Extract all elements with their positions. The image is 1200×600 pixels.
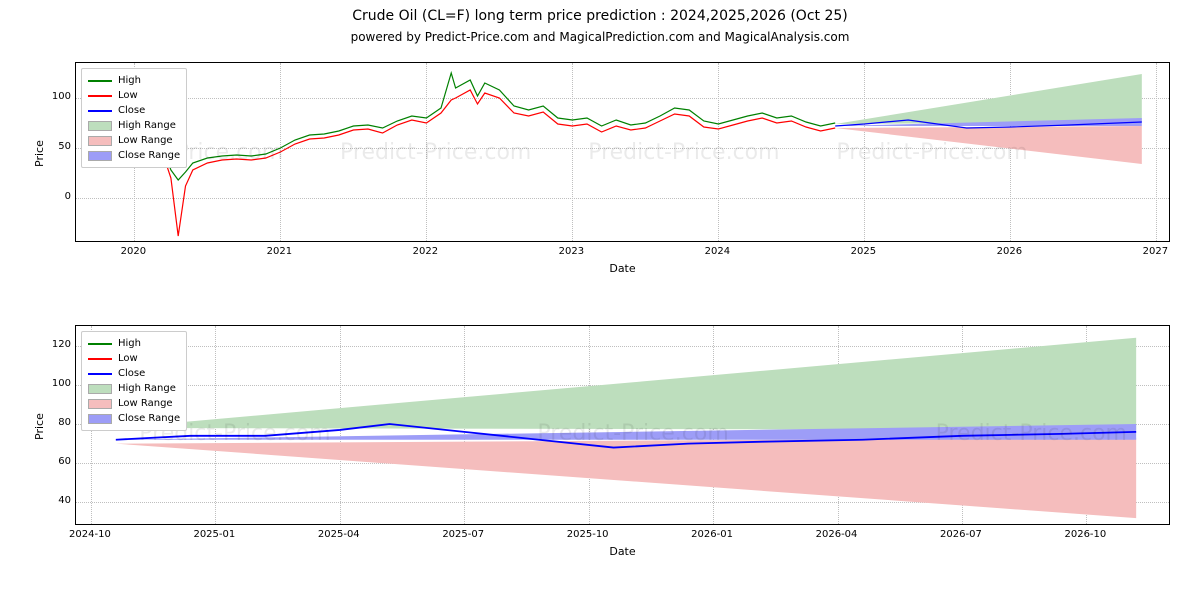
top-x-axis-label: Date	[75, 262, 1170, 275]
x-tick-label: 2025-01	[193, 529, 235, 540]
legend-swatch-line	[88, 343, 112, 345]
legend-label: Low Range	[118, 398, 173, 409]
legend-label: Low Range	[118, 135, 173, 146]
chart-title: Crude Oil (CL=F) long term price predict…	[0, 8, 1200, 24]
legend-label: High Range	[118, 383, 176, 394]
legend: High Low Close High Range Low Range Close Ran…	[81, 331, 187, 431]
legend-label: High Range	[118, 120, 176, 131]
legend-label: Low	[118, 353, 138, 364]
high-range-fill	[835, 74, 1142, 124]
legend-swatch-patch	[88, 136, 112, 146]
x-tick-label: 2022	[413, 246, 438, 257]
x-tick-label: 2020	[121, 246, 146, 257]
legend-swatch-line	[88, 95, 112, 97]
low-line	[91, 90, 836, 236]
legend-item: Close	[88, 366, 180, 381]
legend-swatch-patch	[88, 414, 112, 424]
x-tick-label: 2026	[997, 246, 1022, 257]
legend-swatch-line	[88, 80, 112, 82]
y-tick-label: 100	[43, 91, 71, 102]
legend: High Low Close High Range Low Range Close Ran…	[81, 68, 187, 168]
high-range-fill	[116, 338, 1136, 430]
legend-label: High	[118, 75, 141, 86]
x-tick-label: 2025-10	[567, 529, 609, 540]
x-tick-label: 2026-07	[940, 529, 982, 540]
y-tick-label: 80	[43, 417, 71, 428]
legend-label: Close	[118, 368, 145, 379]
legend-item: Low	[88, 351, 180, 366]
x-tick-label: 2024-10	[69, 529, 111, 540]
chart-subtitle: powered by Predict-Price.com and Magical…	[0, 30, 1200, 44]
bottom-chart-panel	[75, 325, 1170, 525]
x-tick-label: 2026-10	[1064, 529, 1106, 540]
x-tick-label: 2025	[851, 246, 876, 257]
y-tick-label: 0	[43, 191, 71, 202]
legend-label: Low	[118, 90, 138, 101]
y-tick-label: 120	[43, 339, 71, 350]
y-tick-label: 60	[43, 456, 71, 467]
legend-item: High	[88, 336, 180, 351]
legend-item: Low	[88, 88, 180, 103]
x-tick-label: 2026-01	[691, 529, 733, 540]
x-tick-label: 2023	[559, 246, 584, 257]
chart-svg	[76, 63, 1171, 243]
legend-swatch-patch	[88, 121, 112, 131]
legend-swatch-patch	[88, 151, 112, 161]
legend-item: Close	[88, 103, 180, 118]
y-tick-label: 50	[43, 141, 71, 152]
legend-item: Close Range	[88, 411, 180, 426]
high-line	[91, 73, 836, 180]
chart-svg	[76, 326, 1171, 526]
legend-item: High Range	[88, 118, 180, 133]
legend-label: Close Range	[118, 150, 180, 161]
x-tick-label: 2027	[1143, 246, 1168, 257]
x-tick-label: 2026-04	[816, 529, 858, 540]
legend-item: High Range	[88, 381, 180, 396]
legend-swatch-patch	[88, 384, 112, 394]
low-range-fill	[835, 126, 1142, 164]
x-tick-label: 2024	[705, 246, 730, 257]
x-tick-label: 2021	[267, 246, 292, 257]
legend-label: Close	[118, 105, 145, 116]
x-tick-label: 2025-07	[442, 529, 484, 540]
legend-label: Close Range	[118, 413, 180, 424]
legend-label: High	[118, 338, 141, 349]
legend-item: Low Range	[88, 133, 180, 148]
legend-item: Close Range	[88, 148, 180, 163]
x-tick-label: 2025-04	[318, 529, 360, 540]
legend-item: High	[88, 73, 180, 88]
y-tick-label: 100	[43, 378, 71, 389]
low-range-fill	[116, 438, 1136, 518]
top-chart-panel	[75, 62, 1170, 242]
y-tick-label: 40	[43, 495, 71, 506]
bottom-x-axis-label: Date	[75, 545, 1170, 558]
legend-item: Low Range	[88, 396, 180, 411]
legend-swatch-patch	[88, 399, 112, 409]
legend-swatch-line	[88, 373, 112, 375]
legend-swatch-line	[88, 110, 112, 112]
legend-swatch-line	[88, 358, 112, 360]
